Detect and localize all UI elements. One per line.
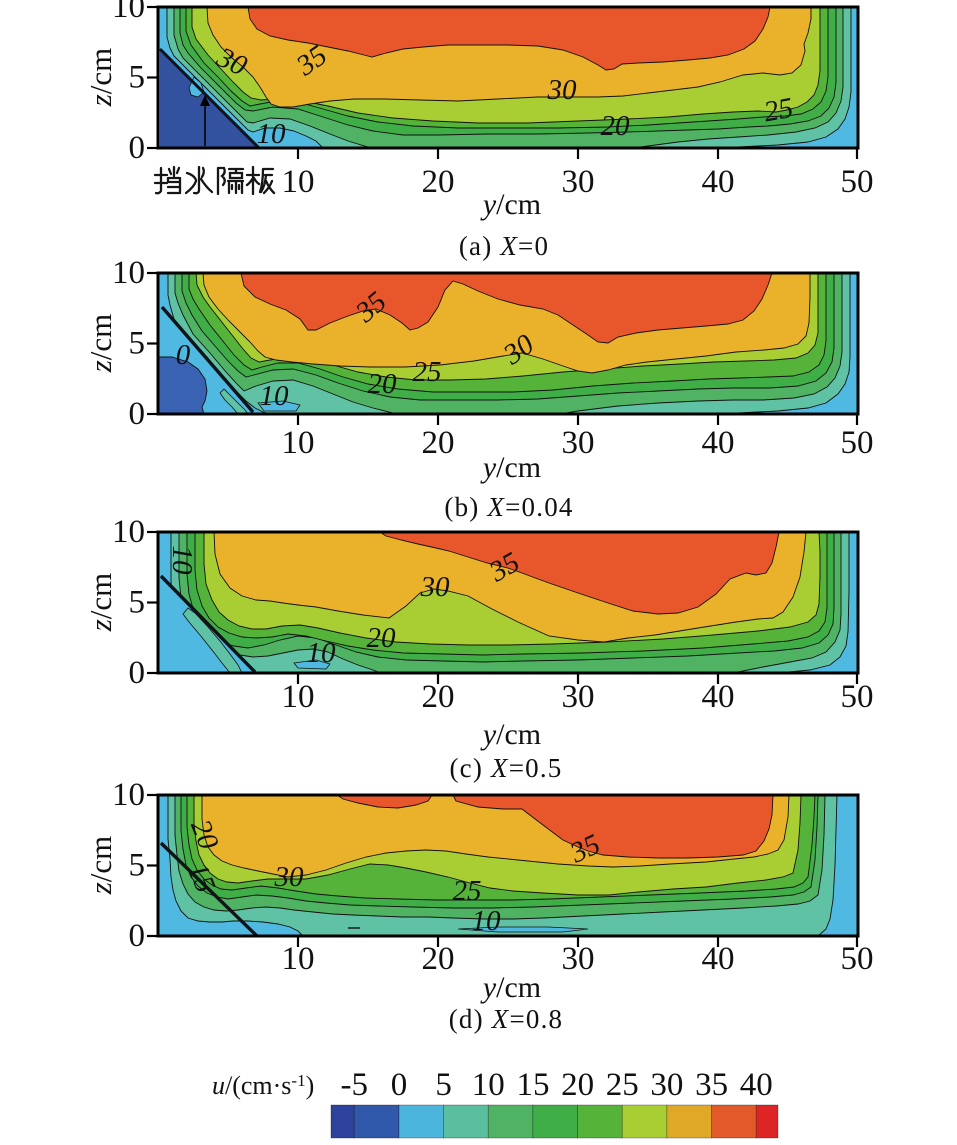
svg-text:5: 5 <box>129 60 146 96</box>
svg-text:(d) X=0.8: (d) X=0.8 <box>449 1004 564 1034</box>
svg-text:25: 25 <box>453 875 482 907</box>
svg-text:25: 25 <box>606 1067 639 1103</box>
svg-text:10: 10 <box>282 164 315 200</box>
svg-text:10: 10 <box>282 425 315 461</box>
svg-text:0: 0 <box>129 655 146 691</box>
svg-text:30: 30 <box>547 74 578 106</box>
svg-text:20: 20 <box>367 622 397 654</box>
svg-text:50: 50 <box>841 679 874 715</box>
svg-text:50: 50 <box>841 425 874 461</box>
svg-text:10: 10 <box>282 679 315 715</box>
svg-text:20: 20 <box>422 425 455 461</box>
svg-text:10: 10 <box>112 514 145 550</box>
svg-text:15: 15 <box>516 1067 549 1103</box>
svg-text:(b) X=0.04: (b) X=0.04 <box>444 492 573 522</box>
svg-text:30: 30 <box>562 425 595 461</box>
svg-text:20: 20 <box>368 368 398 400</box>
svg-text:10: 10 <box>260 380 290 412</box>
svg-text:10: 10 <box>257 118 287 150</box>
svg-text:25: 25 <box>761 92 795 129</box>
svg-text:10: 10 <box>112 777 145 813</box>
svg-text:0: 0 <box>129 918 146 954</box>
svg-text:0: 0 <box>176 339 191 371</box>
svg-text:30: 30 <box>420 571 451 603</box>
svg-text:z/cm: z/cm <box>83 314 118 374</box>
svg-text:5: 5 <box>435 1067 452 1103</box>
svg-text:10: 10 <box>307 637 337 669</box>
svg-text:20: 20 <box>561 1067 594 1103</box>
svg-text:40: 40 <box>702 164 735 200</box>
svg-text:40: 40 <box>702 425 735 461</box>
svg-text:30: 30 <box>650 1067 683 1103</box>
svg-text:10: 10 <box>112 255 145 291</box>
svg-text:5: 5 <box>129 585 146 621</box>
svg-text:40: 40 <box>740 1067 773 1103</box>
svg-text:20: 20 <box>422 941 455 977</box>
svg-text:z/cm: z/cm <box>83 48 118 108</box>
svg-text:z/cm: z/cm <box>83 573 118 633</box>
svg-text:(a) X=0: (a) X=0 <box>459 231 549 261</box>
svg-text:25: 25 <box>413 356 442 388</box>
svg-text:30: 30 <box>562 164 595 200</box>
svg-text:30: 30 <box>274 861 305 893</box>
svg-text:y/cm: y/cm <box>480 718 541 751</box>
svg-text:10: 10 <box>472 1067 505 1103</box>
svg-text:10: 10 <box>166 546 198 576</box>
svg-text:35: 35 <box>695 1067 728 1103</box>
svg-text:z/cm: z/cm <box>83 836 118 896</box>
svg-text:40: 40 <box>702 679 735 715</box>
svg-text:5: 5 <box>129 848 146 884</box>
svg-text:10: 10 <box>472 905 502 937</box>
svg-text:y/cm: y/cm <box>480 188 541 221</box>
svg-text:40: 40 <box>702 941 735 977</box>
svg-text:0: 0 <box>391 1067 408 1103</box>
svg-text:0: 0 <box>129 130 146 166</box>
svg-text:20: 20 <box>601 110 631 142</box>
svg-text:30: 30 <box>562 941 595 977</box>
svg-text:10: 10 <box>282 941 315 977</box>
svg-text:20: 20 <box>422 679 455 715</box>
svg-text:5: 5 <box>129 326 146 362</box>
svg-text:(c) X=0.5: (c) X=0.5 <box>449 753 562 783</box>
svg-text:50: 50 <box>841 164 874 200</box>
svg-text:20: 20 <box>422 164 455 200</box>
svg-text:30: 30 <box>562 679 595 715</box>
svg-text:10: 10 <box>112 0 145 25</box>
svg-text:y/cm: y/cm <box>480 971 541 1004</box>
svg-text:-5: -5 <box>341 1067 369 1103</box>
svg-text:0: 0 <box>129 396 146 432</box>
svg-text:y/cm: y/cm <box>480 451 541 484</box>
svg-text:50: 50 <box>841 941 874 977</box>
